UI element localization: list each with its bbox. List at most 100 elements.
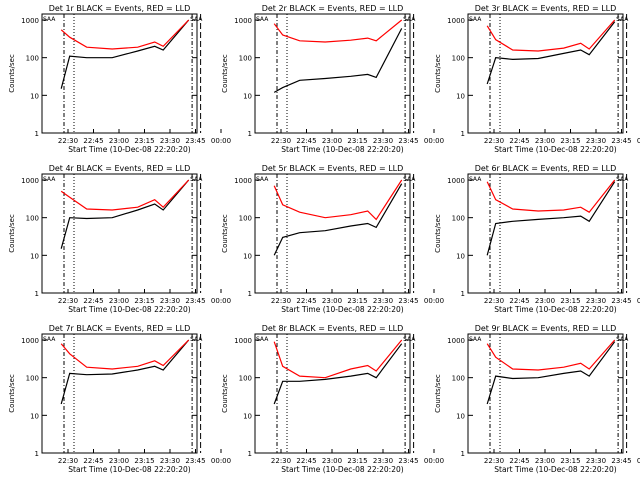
y-axis-label: Counts/sec [221, 54, 229, 93]
y-tick-label: 1 [461, 290, 465, 298]
y-tick-label: 10 [456, 412, 465, 420]
y-tick-label: 1 [35, 290, 39, 298]
x-tick-label: 23:00 [535, 297, 555, 305]
x-tick-label: 23:30 [586, 457, 606, 465]
y-tick-label: 100 [26, 55, 39, 63]
x-axis-label: Start Time (10-Dec-08 22:20:20) [281, 305, 403, 314]
y-tick-label: 10 [30, 412, 39, 420]
y-axis-label: Counts/sec [8, 374, 16, 413]
saa-flag: SAA [256, 176, 269, 183]
y-tick-label: 10 [243, 252, 252, 260]
saa-flag: SAA [43, 336, 56, 343]
saa-flag: SAA [403, 336, 416, 343]
series-line-lld [273, 19, 403, 43]
x-axis-label: Start Time (10-Dec-08 22:20:20) [281, 145, 403, 154]
x-tick-label: 23:00 [109, 137, 129, 145]
chart-panel-5: Det 5r BLACK = Events, RED = LLD Counts/s… [221, 164, 444, 314]
series-line-events [273, 183, 403, 256]
chart-panel-9: Det 9r BLACK = Events, RED = LLD Counts/s… [434, 324, 640, 474]
saa-flag: SAA [190, 176, 203, 183]
x-tick-label: 22:45 [509, 457, 529, 465]
plot-frame [254, 173, 411, 294]
series-line-lld [60, 179, 190, 211]
x-tick-label: 23:15 [560, 297, 580, 305]
y-tick-label: 10 [243, 92, 252, 100]
saa-flag: SAA [616, 336, 629, 343]
y-tick-label: 1 [248, 290, 252, 298]
series-line-events [273, 28, 403, 93]
series-line-events [60, 339, 190, 405]
saa-flag: SAA [616, 16, 629, 23]
plot-frame [41, 333, 198, 454]
series-line-events [273, 343, 403, 405]
x-tick-label: 00:00 [637, 457, 640, 465]
series-line-lld [60, 339, 190, 370]
x-tick-label: 00:00 [637, 297, 640, 305]
y-tick-label: 100 [26, 375, 39, 383]
y-tick-label: 1000 [21, 337, 39, 345]
y-axis-label: Counts/sec [221, 214, 229, 253]
x-tick-label: 23:30 [586, 297, 606, 305]
x-tick-label: 23:45 [611, 457, 631, 465]
chart-title: Det 3r BLACK = Events, RED = LLD [475, 4, 617, 13]
x-tick-label: 23:15 [134, 457, 154, 465]
y-tick-label: 100 [239, 55, 252, 63]
x-tick-label: 23:30 [586, 137, 606, 145]
x-tick-label: 22:45 [83, 297, 103, 305]
x-tick-label: 23:00 [322, 457, 342, 465]
y-axis-label: Counts/sec [8, 214, 16, 253]
y-tick-label: 1000 [447, 177, 465, 185]
saa-flag: SAA [469, 336, 482, 343]
x-tick-label: 23:30 [160, 137, 180, 145]
chart-title: Det 9r BLACK = Events, RED = LLD [475, 324, 617, 333]
x-tick-label: 23:15 [134, 137, 154, 145]
saa-flag: SAA [403, 16, 416, 23]
series-line-lld [486, 179, 616, 213]
x-tick-label: 22:30 [484, 297, 504, 305]
x-tick-label: 23:00 [535, 137, 555, 145]
x-tick-label: 23:00 [109, 457, 129, 465]
y-axis-label: Counts/sec [434, 54, 442, 93]
x-tick-label: 23:30 [160, 297, 180, 305]
x-tick-label: 22:45 [296, 297, 316, 305]
series-line-events [60, 179, 190, 249]
x-tick-label: 22:30 [271, 457, 291, 465]
x-tick-label: 00:00 [424, 457, 444, 465]
y-tick-label: 1000 [21, 177, 39, 185]
chart-title: Det 4r BLACK = Events, RED = LLD [49, 164, 191, 173]
x-tick-label: 23:00 [109, 297, 129, 305]
y-tick-label: 100 [452, 375, 465, 383]
y-tick-label: 10 [243, 412, 252, 420]
y-tick-label: 1000 [234, 17, 252, 25]
y-tick-label: 100 [452, 215, 465, 223]
series-line-lld [60, 19, 190, 50]
saa-flag: SAA [190, 16, 203, 23]
y-axis-label: Counts/sec [8, 54, 16, 93]
x-tick-label: 23:45 [398, 137, 418, 145]
x-tick-label: 23:15 [560, 137, 580, 145]
x-tick-label: 00:00 [424, 297, 444, 305]
saa-flag: SAA [256, 16, 269, 23]
x-tick-label: 22:45 [83, 457, 103, 465]
x-tick-label: 23:30 [373, 297, 393, 305]
x-tick-label: 23:45 [398, 297, 418, 305]
x-tick-label: 23:15 [347, 297, 367, 305]
x-tick-label: 22:30 [271, 137, 291, 145]
y-tick-label: 10 [30, 252, 39, 260]
x-tick-label: 00:00 [211, 137, 231, 145]
x-axis-label: Start Time (10-Dec-08 22:20:20) [494, 465, 616, 474]
series-line-events [60, 19, 190, 89]
y-tick-label: 1000 [21, 17, 39, 25]
y-axis-label: Counts/sec [221, 374, 229, 413]
y-tick-label: 1 [35, 130, 39, 138]
x-tick-label: 23:45 [611, 137, 631, 145]
y-tick-label: 10 [456, 92, 465, 100]
x-tick-label: 23:00 [322, 137, 342, 145]
x-tick-label: 23:45 [185, 137, 205, 145]
series-line-events [486, 181, 616, 256]
saa-flag: SAA [469, 176, 482, 183]
x-tick-label: 23:00 [535, 457, 555, 465]
chart-panel-7: Det 7r BLACK = Events, RED = LLD Counts/s… [8, 324, 231, 474]
x-axis-label: Start Time (10-Dec-08 22:20:20) [281, 465, 403, 474]
